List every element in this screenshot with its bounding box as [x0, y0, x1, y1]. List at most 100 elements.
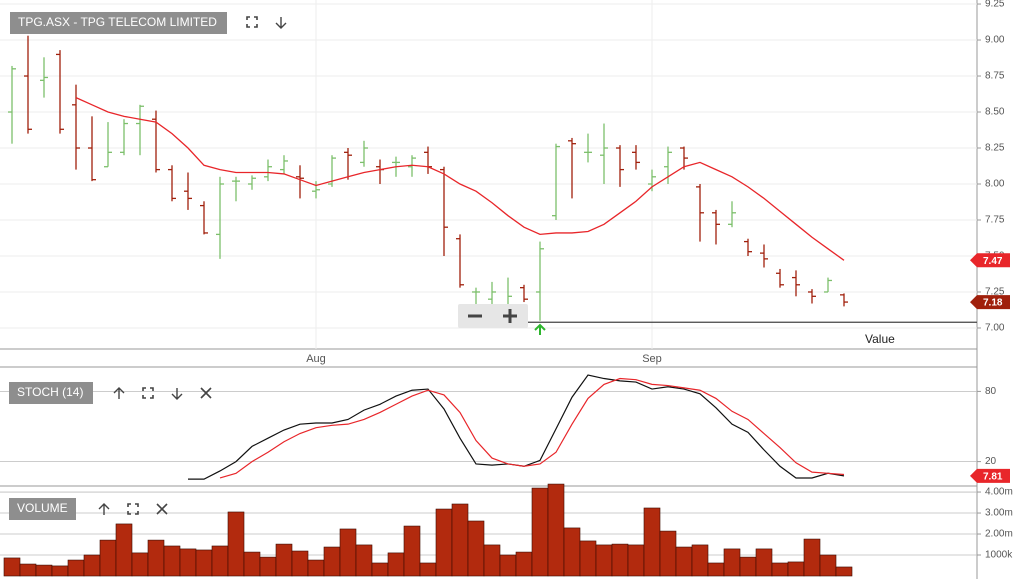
volume-bar [819, 554, 837, 577]
volume-bar [691, 544, 709, 577]
volume-bar [3, 557, 21, 577]
zoom-control [458, 304, 528, 328]
volume-bar [339, 528, 357, 577]
title-badge [10, 12, 227, 34]
y-tick-label: 3.00m [985, 508, 1013, 519]
volume-bar [115, 523, 133, 577]
close-icon[interactable] [156, 503, 168, 515]
volume-bar [19, 563, 37, 577]
volume-bar [739, 556, 757, 577]
move-up-icon[interactable] [113, 387, 125, 399]
volume-bar [35, 564, 53, 577]
volume-bar [323, 546, 341, 577]
stoch-line [188, 374, 845, 480]
volume-bar [227, 511, 245, 577]
volume-bar [643, 507, 661, 577]
volume-bar [707, 562, 725, 577]
value-tag [970, 253, 1010, 268]
volume-bar [291, 550, 309, 577]
volume-bar [835, 566, 853, 577]
move-down-icon[interactable] [275, 17, 287, 29]
value-tag-label: 7.18 [983, 298, 1003, 309]
value-tag [970, 295, 1010, 310]
volume-bar [595, 544, 613, 577]
y-tick-label: 9.00 [985, 35, 1005, 46]
volume-bar [627, 544, 645, 577]
volume-bar [483, 544, 501, 577]
volume-bar [435, 508, 453, 577]
volume-bar [755, 548, 773, 577]
volume-bar [307, 559, 325, 577]
volume-bar [659, 530, 677, 577]
volume-bar [771, 562, 789, 577]
value-tag-label: 7.81 [983, 472, 1003, 483]
y-tick-label: 7.75 [985, 215, 1005, 226]
panel-title: STOCH (14) [17, 385, 83, 399]
volume-bar [467, 520, 485, 577]
volume-bar [547, 483, 565, 577]
volume-bar [371, 562, 389, 577]
volume-bar [675, 546, 693, 577]
y-tick-label: 7.00 [985, 323, 1005, 334]
volume-bar [723, 548, 741, 577]
close-icon[interactable] [200, 387, 212, 399]
expand-icon[interactable] [246, 16, 258, 28]
stoch-line [219, 377, 845, 479]
volume-bar [499, 554, 517, 577]
volume-bar [131, 552, 149, 577]
volume-bar [83, 554, 101, 577]
volume-bar [387, 552, 405, 577]
volume-bar [67, 559, 85, 577]
icons [98, 16, 287, 515]
y-tick-label: 8.50 [985, 107, 1005, 118]
volume-bar [163, 545, 181, 577]
volume-bar [451, 503, 469, 577]
volume-bar [579, 540, 597, 577]
y-tick-label: 8.00 [985, 179, 1005, 190]
expand-icon[interactable] [142, 387, 154, 399]
volume-bar [195, 549, 213, 577]
volume-bar [563, 527, 581, 577]
volume-bar [419, 562, 437, 577]
y-tick-label: 7.25 [985, 287, 1005, 298]
y-tick-label: 2.00m [985, 529, 1013, 540]
title-badge [9, 498, 76, 520]
volume-bar [179, 548, 197, 577]
x-tick-label: Sep [642, 353, 662, 365]
move-down-icon[interactable] [171, 388, 183, 400]
volume-bar [355, 544, 373, 577]
volume-bar [211, 545, 229, 577]
marks: 7.47 7.18 7.81 [3, 35, 1010, 577]
value-tag [970, 468, 1010, 483]
volume-bar [787, 561, 805, 577]
x-tick-label: Aug [306, 353, 326, 365]
expand-icon[interactable] [127, 503, 139, 515]
y-tick-label: 80 [985, 386, 997, 397]
moving-average [75, 97, 845, 261]
volume-bar [51, 565, 69, 577]
panel-title: VOLUME [17, 501, 68, 515]
value-tag-label: 7.47 [983, 256, 1003, 267]
volume-bar [515, 551, 533, 577]
volume-bar [243, 551, 261, 577]
volume-bar [403, 525, 421, 577]
volume-bar [99, 539, 117, 577]
volume-bar [147, 539, 165, 577]
volume-bar [259, 556, 277, 577]
signal-arrow [534, 323, 546, 335]
title-badge [9, 382, 93, 404]
volume-bar [275, 543, 293, 577]
y-tick-label: 8.25 [985, 143, 1005, 154]
y-tick-label: 1000k [985, 550, 1013, 561]
y-tick-label: 20 [985, 456, 997, 467]
y-tick-label: 9.25 [985, 0, 1005, 10]
move-up-icon[interactable] [98, 503, 110, 515]
volume-bar [531, 487, 549, 577]
grid: 7.007.257.507.758.008.258.508.759.009.25… [0, 0, 1013, 561]
y-tick-label: 8.75 [985, 71, 1005, 82]
volume-bar [611, 543, 629, 577]
chart-title: TPG.ASX - TPG TELECOM LIMITED [18, 15, 217, 29]
axis-label: Value [865, 332, 895, 346]
